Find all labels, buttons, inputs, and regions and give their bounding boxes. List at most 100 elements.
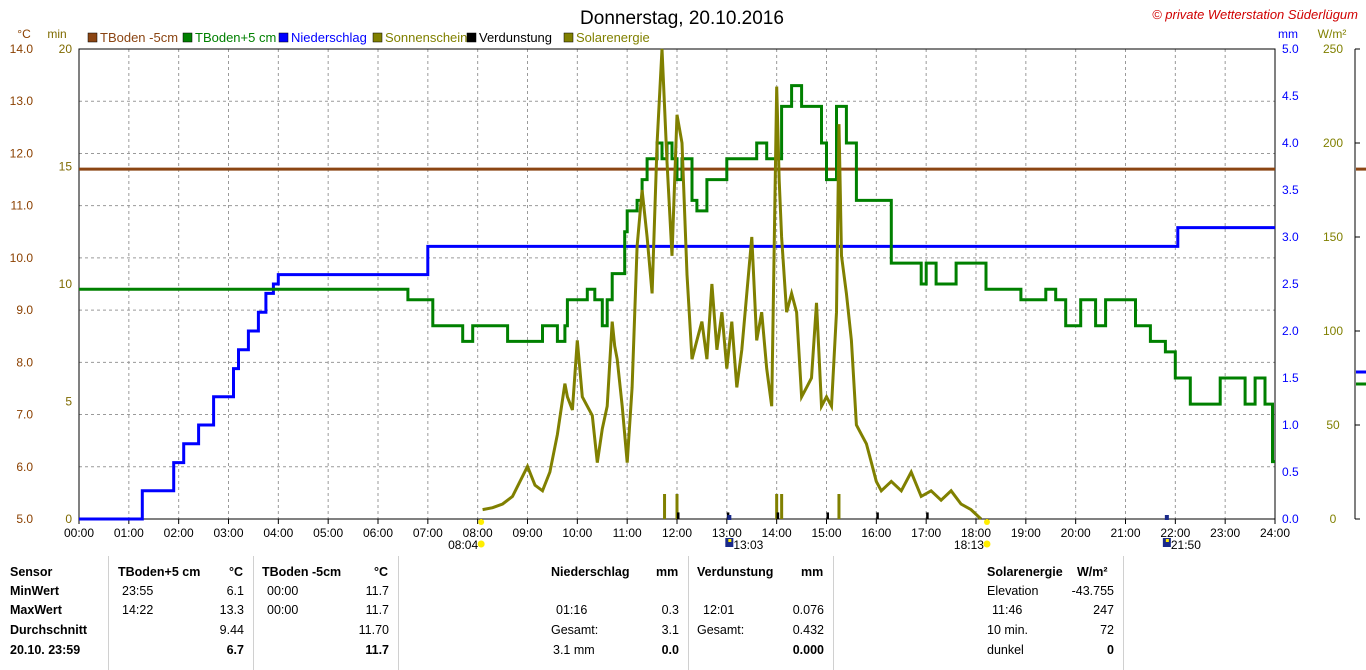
col-header-solarenergie: Solarenergie	[987, 565, 1063, 579]
stat-value: 0.076	[792, 603, 824, 617]
x-tick-label: 15:00	[811, 526, 841, 540]
y-mm-tick-label: 2.0	[1282, 324, 1299, 338]
stat-value: 11.7	[365, 643, 389, 657]
y-mm-tick-label: 4.5	[1282, 89, 1299, 103]
col-header-verdunstung: Verdunstung	[697, 565, 774, 579]
stat-label: Elevation	[987, 584, 1039, 598]
x-tick-label: 14:00	[762, 526, 792, 540]
stat-time: 12:01	[703, 603, 735, 617]
separator	[1123, 556, 1124, 670]
axis-ticks: 00:00 01:00 02:00 03:00 04:00 05:00 06:00 07:00…	[10, 42, 1360, 540]
x-tick-label: 22:00	[1160, 526, 1190, 540]
stat-label: Gesamt:	[551, 623, 599, 637]
y-mm-unit-label: mm	[1278, 27, 1298, 41]
stat-value: 11.70	[358, 623, 389, 637]
axis-unit-labels: °C min mm W/m²	[17, 27, 1346, 41]
y-mm-tick-label: 1.0	[1282, 418, 1299, 432]
col-header-tboden-minus5: TBoden -5cm	[262, 565, 342, 579]
y-mm-tick-label: 3.5	[1282, 183, 1299, 197]
sun-moon-events: 08:04 18:13 13:03 21:50	[448, 515, 1201, 552]
sun-event-label: 08:04	[448, 538, 478, 552]
legend-swatch	[182, 32, 193, 43]
col-unit: mm	[801, 565, 824, 579]
stat-time: 23:55	[122, 584, 154, 598]
sun-icon	[983, 540, 991, 548]
y-wm2-tick-label: 100	[1323, 324, 1343, 338]
x-tick-label: 21:00	[1110, 526, 1140, 540]
x-tick-label: 03:00	[213, 526, 243, 540]
col-unit: W/m²	[1077, 565, 1108, 579]
moon-icon	[1162, 538, 1171, 547]
x-tick-label: 19:00	[1011, 526, 1041, 540]
moon-marker	[727, 515, 732, 520]
sunshine-bar	[775, 494, 779, 519]
stat-value: 3.1	[661, 623, 679, 637]
sunshine-bar	[780, 494, 784, 519]
stat-label: 3.1 mm	[553, 643, 595, 657]
stat-time: 01:16	[556, 603, 588, 617]
x-tick-label: 17:00	[911, 526, 941, 540]
y-wm2-tick-label: 50	[1326, 418, 1340, 432]
x-tick-label: 23:00	[1210, 526, 1240, 540]
moon-marker	[1164, 515, 1169, 520]
y-mm-tick-label: 1.5	[1282, 371, 1299, 385]
chart-title: Donnerstag, 20.10.2016	[580, 8, 784, 29]
legend-label: Verdunstung	[479, 30, 552, 45]
y-temp-tick-label: 6.0	[16, 460, 33, 474]
y-min-tick-label: 15	[59, 160, 73, 174]
sun-icon	[983, 519, 990, 525]
stat-value: 6.7	[226, 643, 244, 657]
y-min-tick-label: 10	[59, 277, 73, 291]
series-line-solarenergie	[482, 48, 983, 521]
x-tick-label: 16:00	[861, 526, 891, 540]
chart-grid	[78, 48, 1356, 520]
stat-time: 00:00	[267, 603, 299, 617]
evaporation-bar	[776, 512, 780, 519]
stat-value: 9.44	[219, 623, 244, 637]
legend-swatch	[466, 32, 477, 43]
moon-event-label: 21:50	[1171, 538, 1201, 552]
x-tick-label: 04:00	[263, 526, 293, 540]
col-unit: mm	[656, 565, 679, 579]
y-mm-tick-label: 0.5	[1282, 465, 1299, 479]
y-temp-tick-label: 9.0	[16, 303, 33, 317]
row-label-max: MaxWert	[10, 603, 62, 617]
legend-swatch	[563, 32, 574, 43]
right-side-markers	[1356, 167, 1366, 386]
stat-value: 247	[1093, 603, 1114, 617]
stat-time: 11:46	[992, 603, 1023, 617]
chart-legend: TBoden -5cm TBoden+5 cm Niederschlag Sonnen…	[87, 30, 650, 45]
stat-value: 0.000	[792, 643, 824, 657]
x-tick-label: 00:00	[64, 526, 94, 540]
x-tick-label: 11:00	[613, 526, 642, 540]
y-wm2-tick-label: 150	[1323, 230, 1343, 244]
x-tick-label: 08:00	[463, 526, 493, 540]
y-temp-tick-label: 14.0	[10, 42, 34, 56]
copyright-text: © private Wetterstation Süderlügum	[1152, 7, 1358, 22]
stats-header-sensor: Sensor	[10, 565, 53, 579]
sunshine-bar	[663, 494, 667, 519]
y-mm-tick-label: 5.0	[1282, 42, 1299, 56]
x-tick-label: 05:00	[313, 526, 343, 540]
stat-time: 00:00	[267, 584, 299, 598]
stat-label: dunkel	[987, 643, 1024, 657]
moon-icon	[1165, 539, 1169, 542]
y-temp-tick-label: 11.0	[11, 199, 34, 213]
stat-value: 0.432	[792, 623, 824, 637]
y-min-unit-label: min	[47, 27, 66, 41]
stat-value: 0	[1107, 643, 1114, 657]
y-temp-tick-label: 5.0	[16, 512, 33, 526]
x-tick-label: 18:00	[961, 526, 991, 540]
legend-label: Sonnenschein	[385, 30, 467, 45]
stat-value: 6.1	[226, 584, 244, 598]
col-header-niederschlag: Niederschlag	[551, 565, 630, 579]
x-tick-label: 20:00	[1061, 526, 1091, 540]
x-tick-label: 10:00	[562, 526, 592, 540]
stat-value: 13.3	[219, 603, 244, 617]
statistics-table: Sensor MinWert MaxWert Durchschnitt 20.1…	[0, 556, 1366, 670]
legend-swatch	[372, 32, 383, 43]
evaporation-bar	[826, 512, 829, 519]
y-min-tick-label: 20	[59, 42, 73, 56]
legend-label: Niederschlag	[291, 30, 367, 45]
y-mm-tick-label: 3.0	[1282, 230, 1299, 244]
